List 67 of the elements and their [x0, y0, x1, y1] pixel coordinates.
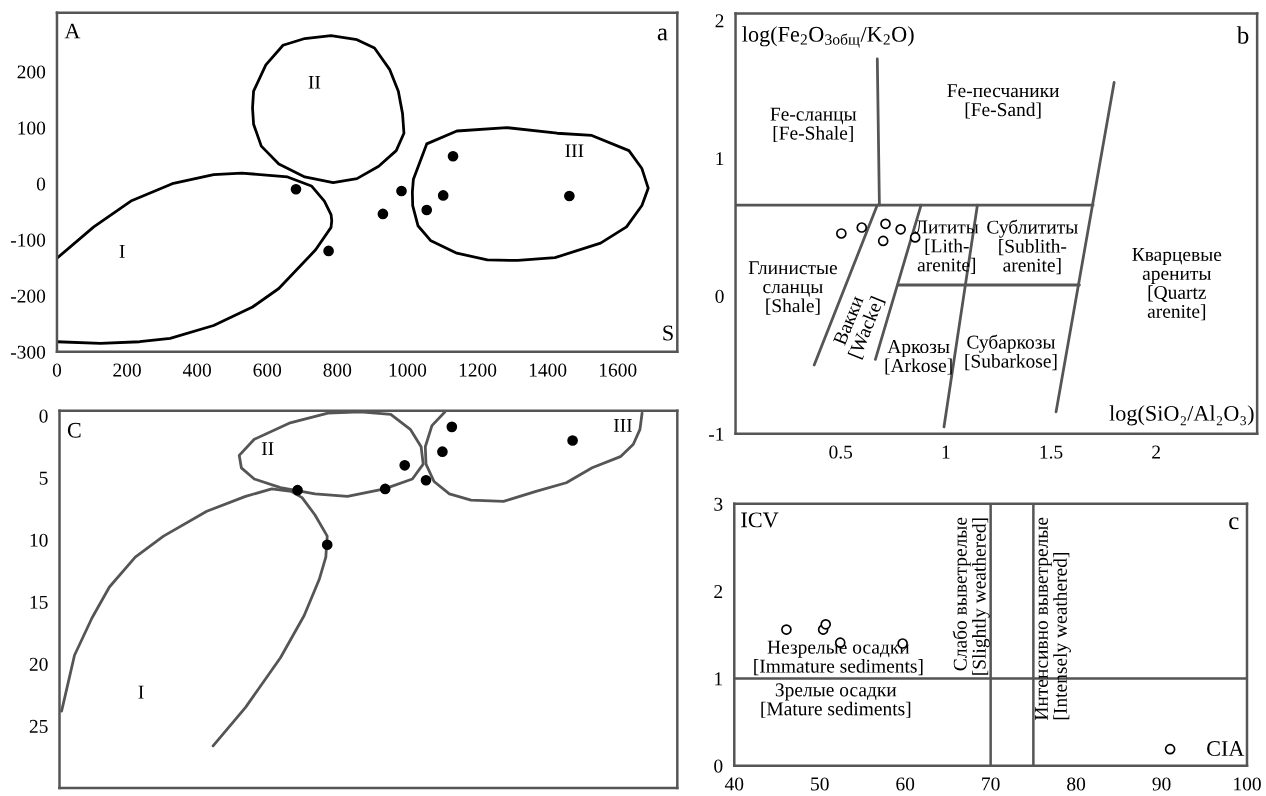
annotation: Кварцевые арениты [Quartz arenite]	[1132, 248, 1222, 321]
y-tick-label: 0	[36, 177, 46, 191]
annotation: III	[565, 144, 584, 158]
y-tick-label: 2	[715, 14, 724, 28]
annotation: III	[613, 418, 632, 432]
annotation: Сублититы [Sublith- arenite]	[987, 219, 1078, 275]
ref-line-label: Слабо выветрелые [Slightly weathered]	[952, 517, 990, 675]
x-tick-label: 1	[942, 445, 950, 459]
y-tick-label: 1	[715, 672, 722, 686]
ref-line-label: Интенсивно выветрелые [Intensely weathered]	[1034, 517, 1071, 721]
annotation: II	[261, 442, 274, 456]
y-tick-label: 10	[30, 533, 48, 547]
x-tick-label: 70	[982, 777, 1000, 791]
chart-title: c	[1229, 517, 1239, 530]
x-axis-title: S	[663, 325, 673, 341]
x-tick-label: 50	[811, 777, 829, 791]
y-tick-label: -1	[708, 427, 724, 441]
x-tick-label: 100	[1234, 777, 1261, 791]
chart-title: b	[1236, 26, 1249, 44]
y-tick-label: -100	[10, 233, 46, 247]
y-tick-label: 15	[30, 595, 48, 609]
y-axis-title: A	[64, 23, 81, 39]
y-tick-label: 3	[714, 497, 723, 511]
y-tick-label: 100	[18, 121, 46, 135]
y-axis-title: C	[67, 422, 81, 438]
annotation: II	[308, 75, 321, 89]
y-axis-title: ICV	[741, 512, 779, 528]
x-tick-label: 0	[52, 363, 62, 377]
x-axis-title: CIA	[1207, 741, 1245, 756]
y-tick-label: -300	[10, 345, 46, 359]
x-tick-label: 0.5	[829, 445, 853, 459]
x-axis-title: log(SiO₂/Al₂O₃)	[1109, 405, 1254, 426]
x-tick-label: 40	[724, 777, 744, 791]
y-tick-label: 20	[29, 657, 48, 671]
annotation: Fe-сланцы [Fe-Shale]	[770, 107, 857, 143]
x-tick-label: 200	[113, 363, 141, 377]
y-tick-label: 25	[29, 719, 48, 733]
x-tick-label: 1400	[529, 363, 567, 377]
y-tick-label: 1	[716, 152, 724, 165]
y-tick-label: 0	[39, 409, 48, 423]
annotation: I	[138, 685, 144, 699]
annotation: Зрелые осадки [Mature sediments]	[761, 683, 911, 718]
annotation: Субаркозы [Subarkose]	[965, 334, 1057, 371]
y-axis-title: log(Fe$_{2}$O$_{3общ}$/K$_{2}$O)	[742, 26, 914, 48]
y-tick-label: 0	[714, 759, 723, 773]
y-tick-label: 0	[715, 289, 724, 303]
y-tick-label: -200	[10, 289, 46, 303]
annotation: Fe-песчаники [Fe-Sand]	[947, 84, 1060, 119]
annotation: I	[119, 245, 125, 258]
chart-title: a	[657, 28, 668, 41]
x-tick-label: 400	[182, 363, 211, 377]
x-tick-label: 1.5	[1040, 445, 1063, 459]
x-tick-label: 800	[323, 363, 352, 377]
x-tick-label: 2	[1152, 445, 1160, 459]
x-tick-label: 1000	[389, 363, 427, 377]
x-tick-label: 600	[253, 363, 282, 377]
y-tick-label: 2	[714, 585, 723, 598]
annotation: Незрелые осадки [Immature sediments]	[754, 640, 923, 676]
annotation: Аркозы [Arkose]	[885, 340, 952, 375]
y-tick-label: 200	[17, 65, 46, 79]
x-tick-label: 90	[1152, 777, 1171, 791]
x-tick-label: 80	[1067, 777, 1086, 791]
annotation: Глинистые сланцы [Shale]	[748, 261, 838, 315]
x-tick-label: 1200	[459, 363, 497, 377]
x-tick-label: 1600	[600, 363, 637, 377]
x-tick-label: 60	[896, 777, 915, 791]
y-tick-label: 5	[39, 471, 48, 485]
